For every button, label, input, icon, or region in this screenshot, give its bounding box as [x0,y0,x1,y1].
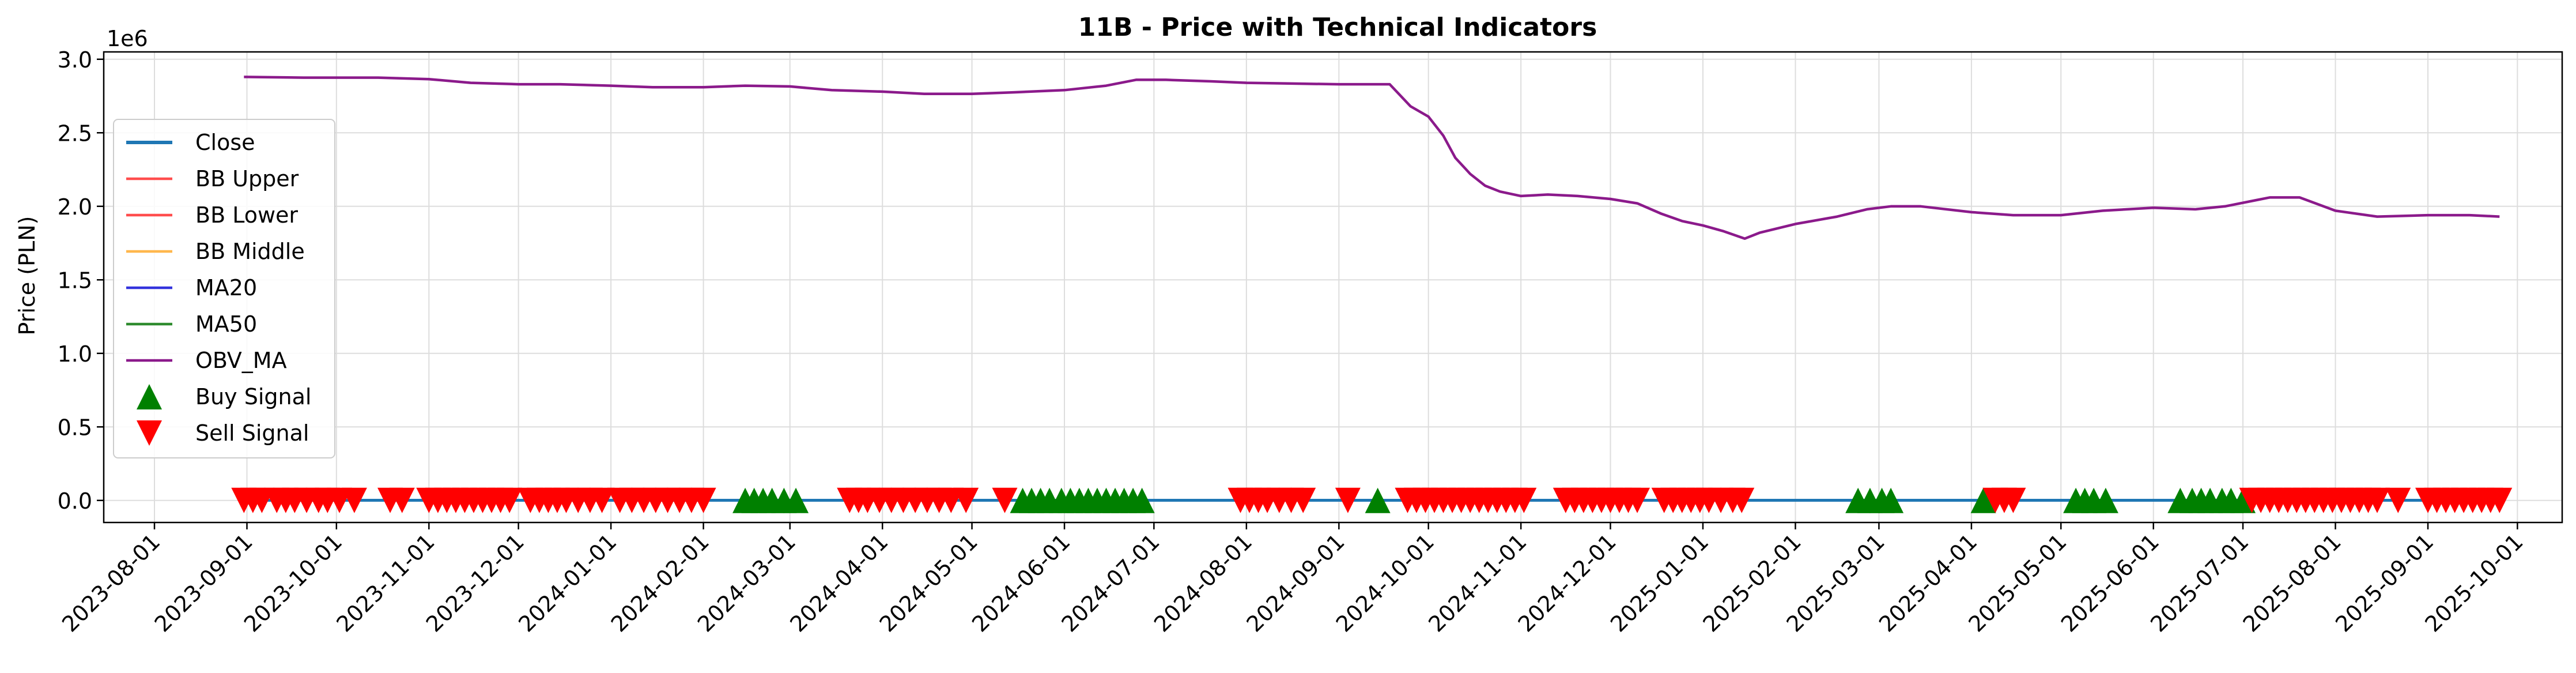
sell-signal-marker [589,487,615,513]
legend-close-label: Close [195,130,255,155]
sell-signal-marker [953,487,979,513]
legend: Close BB Upper BB Lower BB Middle MA20 MA50 OB… [113,119,335,458]
y-tick-label: 2.0 [58,194,92,220]
sell-signal-marker [1511,487,1537,513]
chart-title: 11B - Price with Technical Indicators [1078,13,1597,42]
legend-sell-signal-swatch [137,420,162,446]
buy-signal-marker [1878,487,1904,513]
buy-signal-marker [2092,487,2118,513]
y-tick-label: 1.0 [58,341,92,367]
legend-buy-signal-swatch [137,384,162,409]
y-offset-label: 1e6 [107,26,148,51]
sell-signal-marker [2487,487,2513,513]
sell-signal-marker [1729,487,1755,513]
y-axis-label: Price (PLN) [14,216,40,336]
legend-ma50-label: MA50 [195,311,257,337]
legend-bb-upper-label: BB Upper [195,166,299,191]
buy-signal-marker [1365,487,1391,513]
y-tick-label: 0.5 [58,415,92,440]
y-tick-label: 3.0 [58,47,92,73]
y-tick-label: 2.5 [58,121,92,146]
sell-signal-marker [1335,487,1361,513]
series-lines [244,76,2500,240]
y-tick-label: 1.5 [58,268,92,293]
legend-bb-lower-label: BB Lower [195,202,298,228]
series-line-obv-ma [244,76,2500,240]
sell-signal-marker [2000,487,2026,513]
signal-markers [231,487,2513,513]
plot-frame [103,51,2563,524]
sell-signal-marker [2385,487,2411,513]
sell-signal-marker [1290,487,1316,513]
sell-signal-marker [2365,487,2390,513]
sell-signal-marker [690,487,716,513]
buy-signal-marker [783,487,809,513]
sell-signal-marker [1625,487,1650,513]
sell-signal-marker [497,487,523,513]
legend-ma20-label: MA20 [195,275,257,300]
buy-signal-marker [1129,487,1155,513]
legend-sell-signal-label: Sell Signal [195,420,309,446]
buy-signal-marker [1970,487,1996,513]
y-axis: 0.0 0.5 1.0 1.5 2.0 2.5 3.0 [58,47,104,514]
legend-obv-ma-label: OBV_MA [195,348,287,373]
legend-box [113,119,335,458]
sell-signal-marker [341,487,367,513]
sell-signal-marker [389,487,415,513]
legend-buy-signal-label: Buy Signal [195,384,311,409]
legend-bb-middle-label: BB Middle [195,239,305,264]
y-tick-label: 0.0 [58,488,92,514]
sell-signal-marker [992,487,1018,513]
